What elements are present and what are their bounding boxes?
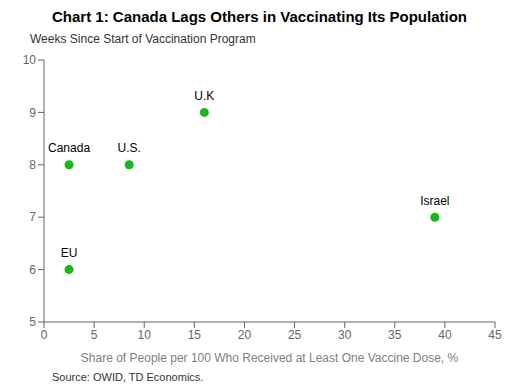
svg-text:30: 30 [338,328,352,342]
svg-text:45: 45 [488,328,502,342]
svg-text:8: 8 [29,158,36,172]
svg-text:U.S.: U.S. [118,141,141,155]
svg-text:15: 15 [188,328,202,342]
svg-text:35: 35 [388,328,402,342]
svg-text:EU: EU [61,246,78,260]
svg-text:5: 5 [29,315,36,329]
svg-text:10: 10 [138,328,152,342]
html-text:Source: OWID, TD Economics.: Source: OWID, TD Economics. [52,371,204,383]
svg-text:7: 7 [29,210,36,224]
html-text:Chart 1: Canada Lags Others in: Chart 1: Canada Lags Others in Vaccinati… [52,8,467,25]
svg-text:25: 25 [288,328,302,342]
svg-text:5: 5 [91,328,98,342]
svg-text:10: 10 [23,53,37,67]
svg-text:Israel: Israel [420,194,449,208]
svg-text:U.K: U.K [194,89,214,103]
html-text:Weeks Since Start of Vaccinati: Weeks Since Start of Vaccination Program [30,32,256,46]
svg-text:40: 40 [438,328,452,342]
svg-text:Canada: Canada [48,141,90,155]
svg-text:6: 6 [29,263,36,277]
svg-text:Share of People per 100 Who Re: Share of People per 100 Who Received at … [81,351,459,365]
svg-text:9: 9 [29,106,36,120]
svg-text:20: 20 [238,328,252,342]
svg-text:0: 0 [41,328,48,342]
